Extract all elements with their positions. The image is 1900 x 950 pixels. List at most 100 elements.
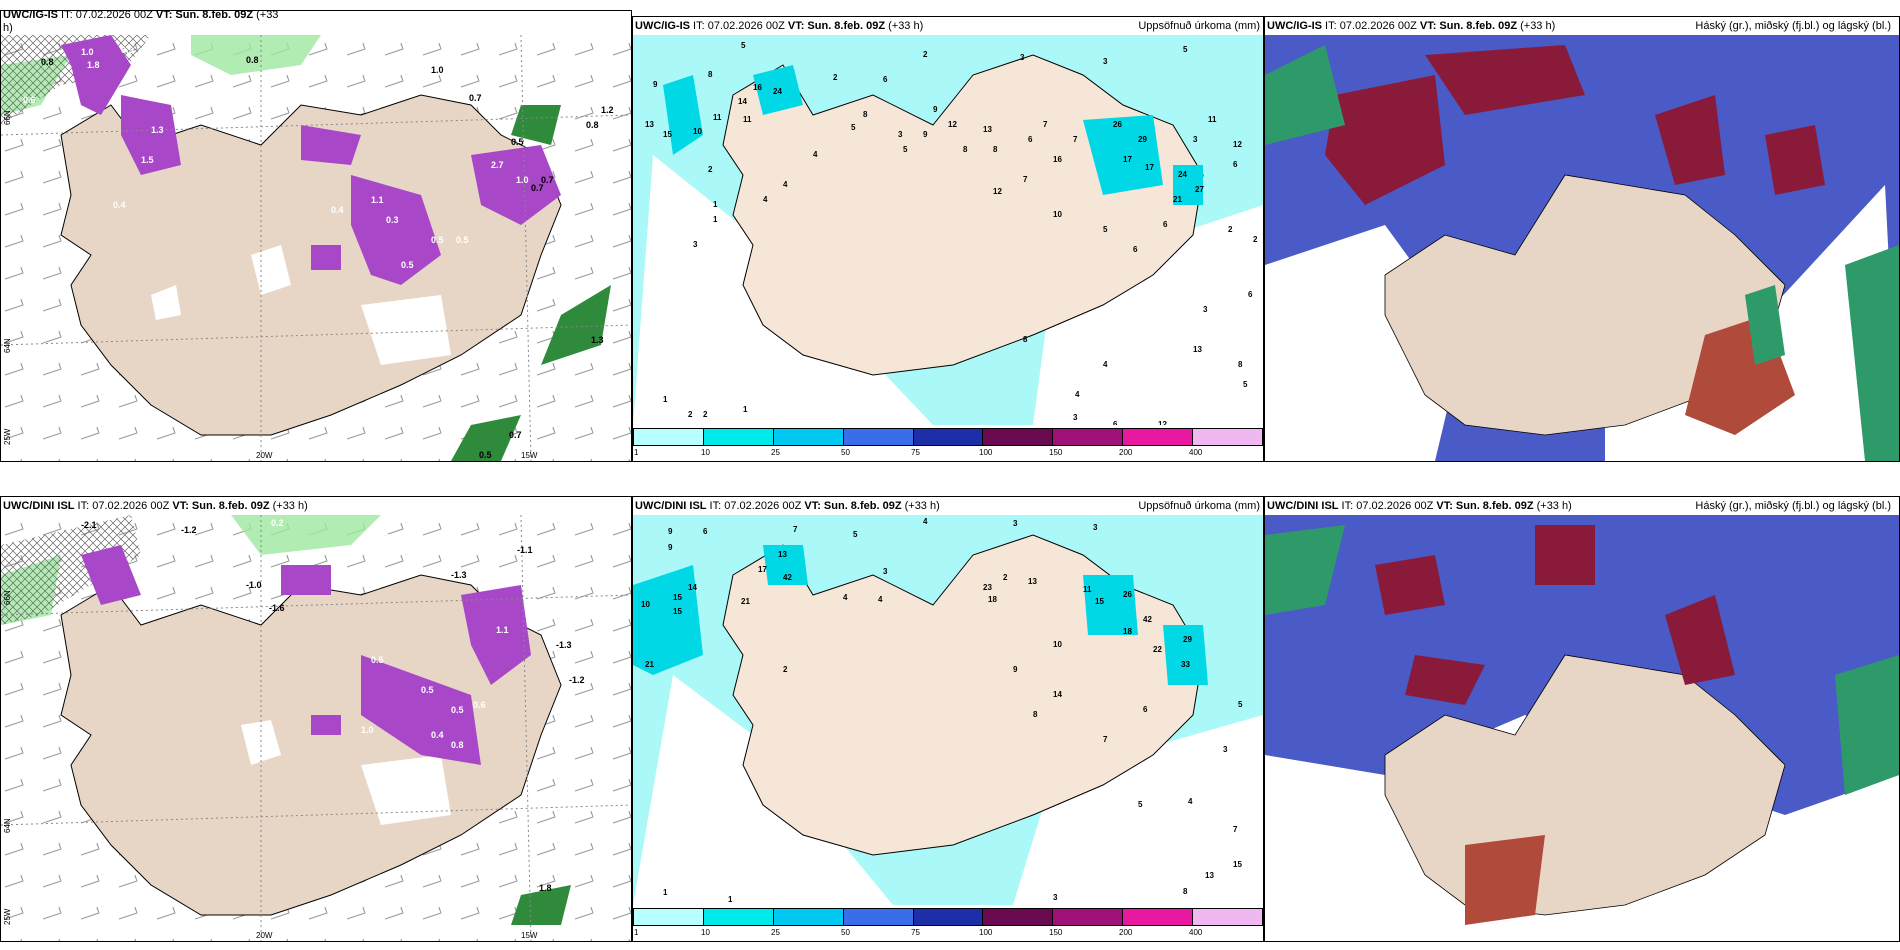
precip-value: 42 <box>1143 615 1152 624</box>
green-patch <box>511 885 571 925</box>
precip-value: 42 <box>783 573 792 582</box>
panel-title-wrap: h) <box>3 22 13 34</box>
value-label: 0.6 <box>23 95 36 105</box>
precip-value: 21 <box>645 660 654 669</box>
value-label: 1.1 <box>371 195 384 205</box>
colorbar-swatch <box>1123 429 1194 445</box>
lon-tick-25w: 25W <box>3 908 12 925</box>
precip-colorbar <box>633 428 1263 446</box>
lon-tick-15w: 15W <box>521 451 538 460</box>
precip-value: 5 <box>851 123 856 132</box>
value-label: 0.2 <box>271 518 284 528</box>
value-label: 1.8 <box>87 60 100 70</box>
precip-value: 8 <box>1238 360 1243 369</box>
precip-value: 3 <box>1073 413 1078 422</box>
precip-value: 15 <box>1095 597 1104 606</box>
low-cloud <box>1745 285 1785 365</box>
precip-value: 5 <box>1238 700 1243 709</box>
colorbar-swatch <box>913 429 984 445</box>
precip-value: 11 <box>743 115 752 124</box>
model-name: UWC/DINI ISL <box>635 500 707 512</box>
precip-value: 2 <box>688 410 693 419</box>
lat-tick-66n: 66N <box>3 110 12 125</box>
init-time: IT: 07.02.2026 00Z <box>690 20 788 32</box>
value-label: -1.3 <box>556 640 572 650</box>
clouds-map-svg <box>1265 45 1899 461</box>
colorbar-swatch <box>1193 429 1263 445</box>
value-label: 0.5 <box>431 235 444 245</box>
value-label: 0.8 <box>246 55 259 65</box>
colorbar-label: 10 <box>701 928 710 937</box>
colorbar-label: 200 <box>1119 928 1133 937</box>
precip-value: 6 <box>1133 245 1138 254</box>
iceland-land <box>722 54 1204 376</box>
glacier <box>151 285 181 320</box>
lead-time: (+33 h) <box>1517 20 1556 32</box>
value-label: 2.7 <box>491 160 504 170</box>
colorbar-label: 200 <box>1119 448 1133 457</box>
init-time: IT: 07.02.2026 00Z <box>706 500 805 512</box>
colorbar-label: 50 <box>841 448 850 457</box>
colorbar-swatch <box>773 429 844 445</box>
precip-patch <box>753 65 803 115</box>
panel-variable-label: Háský (gr.), miðský (fj.bl.) og lágský (… <box>1695 500 1891 512</box>
precip-map: 9 6 7 5 4 3 3 9 10 15 14 15 17 42 21 21 … <box>633 515 1263 905</box>
panel-variable-label: Uppsöfnuð úrkoma (mm) <box>1138 20 1260 32</box>
model-name: UWC/IG-IS <box>3 10 58 21</box>
precip-value: 2 <box>708 165 713 174</box>
purple-precip <box>471 145 561 225</box>
precip-value: 2 <box>1003 573 1008 582</box>
wind-map: -2.1 -1.2 0.2 0.1 -1.0 -1.6 -1.3 -1.1 1.… <box>1 515 631 941</box>
precip-value: 14 <box>738 97 747 106</box>
lead-time: (+33 h) <box>885 20 924 32</box>
init-time: IT: 07.02.2026 00Z <box>58 10 156 21</box>
precip-value: 22 <box>1153 645 1162 654</box>
value-label: 1.3 <box>151 125 164 135</box>
purple-precip <box>361 655 481 765</box>
lead-time: (+33 h) <box>269 500 308 512</box>
precip-value: 13 <box>983 125 992 134</box>
precip-value: 2 <box>1228 225 1233 234</box>
precip-map-svg <box>633 534 1263 905</box>
precip-value: 2 <box>923 50 928 59</box>
precip-value: 8 <box>863 110 868 119</box>
precip-value: 6 <box>1028 135 1033 144</box>
precip-value: 33 <box>1181 660 1190 669</box>
precip-value: 4 <box>843 593 848 602</box>
value-label: -1.1 <box>517 545 533 555</box>
precip-value: 29 <box>1138 135 1147 144</box>
colorbar-label: 100 <box>979 448 993 457</box>
panel-title: UWC/DINI ISL IT: 07.02.2026 00Z VT: Sun.… <box>635 500 940 512</box>
mid-cloud <box>1655 95 1725 185</box>
precip-value: 7 <box>793 525 798 534</box>
value-label: -1.2 <box>569 675 585 685</box>
value-label: -1.6 <box>269 603 285 613</box>
precip-value: 24 <box>773 87 782 96</box>
precip-value: 2 <box>703 410 708 419</box>
wind-map-svg <box>1 515 631 941</box>
value-label: 0.5 <box>371 655 384 665</box>
precip-value: 11 <box>1208 115 1217 124</box>
precip-value: 3 <box>898 130 903 139</box>
lon-tick-15w: 15W <box>521 931 538 940</box>
precip-value: 18 <box>1123 627 1132 636</box>
precip-value: 9 <box>668 543 673 552</box>
value-label: 1.5 <box>141 155 154 165</box>
model-name: UWC/IG-IS <box>1267 20 1322 32</box>
valid-time: VT: Sun. 8.feb. 09Z <box>787 20 886 32</box>
value-label: -1.0 <box>246 580 262 590</box>
precip-value: 15 <box>1233 860 1242 869</box>
lead-time: (+33 h) <box>1533 500 1572 512</box>
precip-value: 4 <box>923 517 928 526</box>
colorbar-swatch <box>1053 909 1124 925</box>
precip-map: 5 2 8 2 6 3 3 5 9 13 15 16 14 24 11 10 1… <box>633 35 1263 425</box>
purple-precip <box>311 245 341 270</box>
dry-area <box>1013 715 1263 905</box>
colorbar-label: 25 <box>771 448 780 457</box>
mid-cloud <box>1425 45 1585 115</box>
colorbar-label: 75 <box>911 448 920 457</box>
precip-value: 8 <box>708 70 713 79</box>
colorbar-swatch <box>843 909 914 925</box>
precip-value: 4 <box>1188 797 1193 806</box>
value-label: 0.3 <box>386 215 399 225</box>
